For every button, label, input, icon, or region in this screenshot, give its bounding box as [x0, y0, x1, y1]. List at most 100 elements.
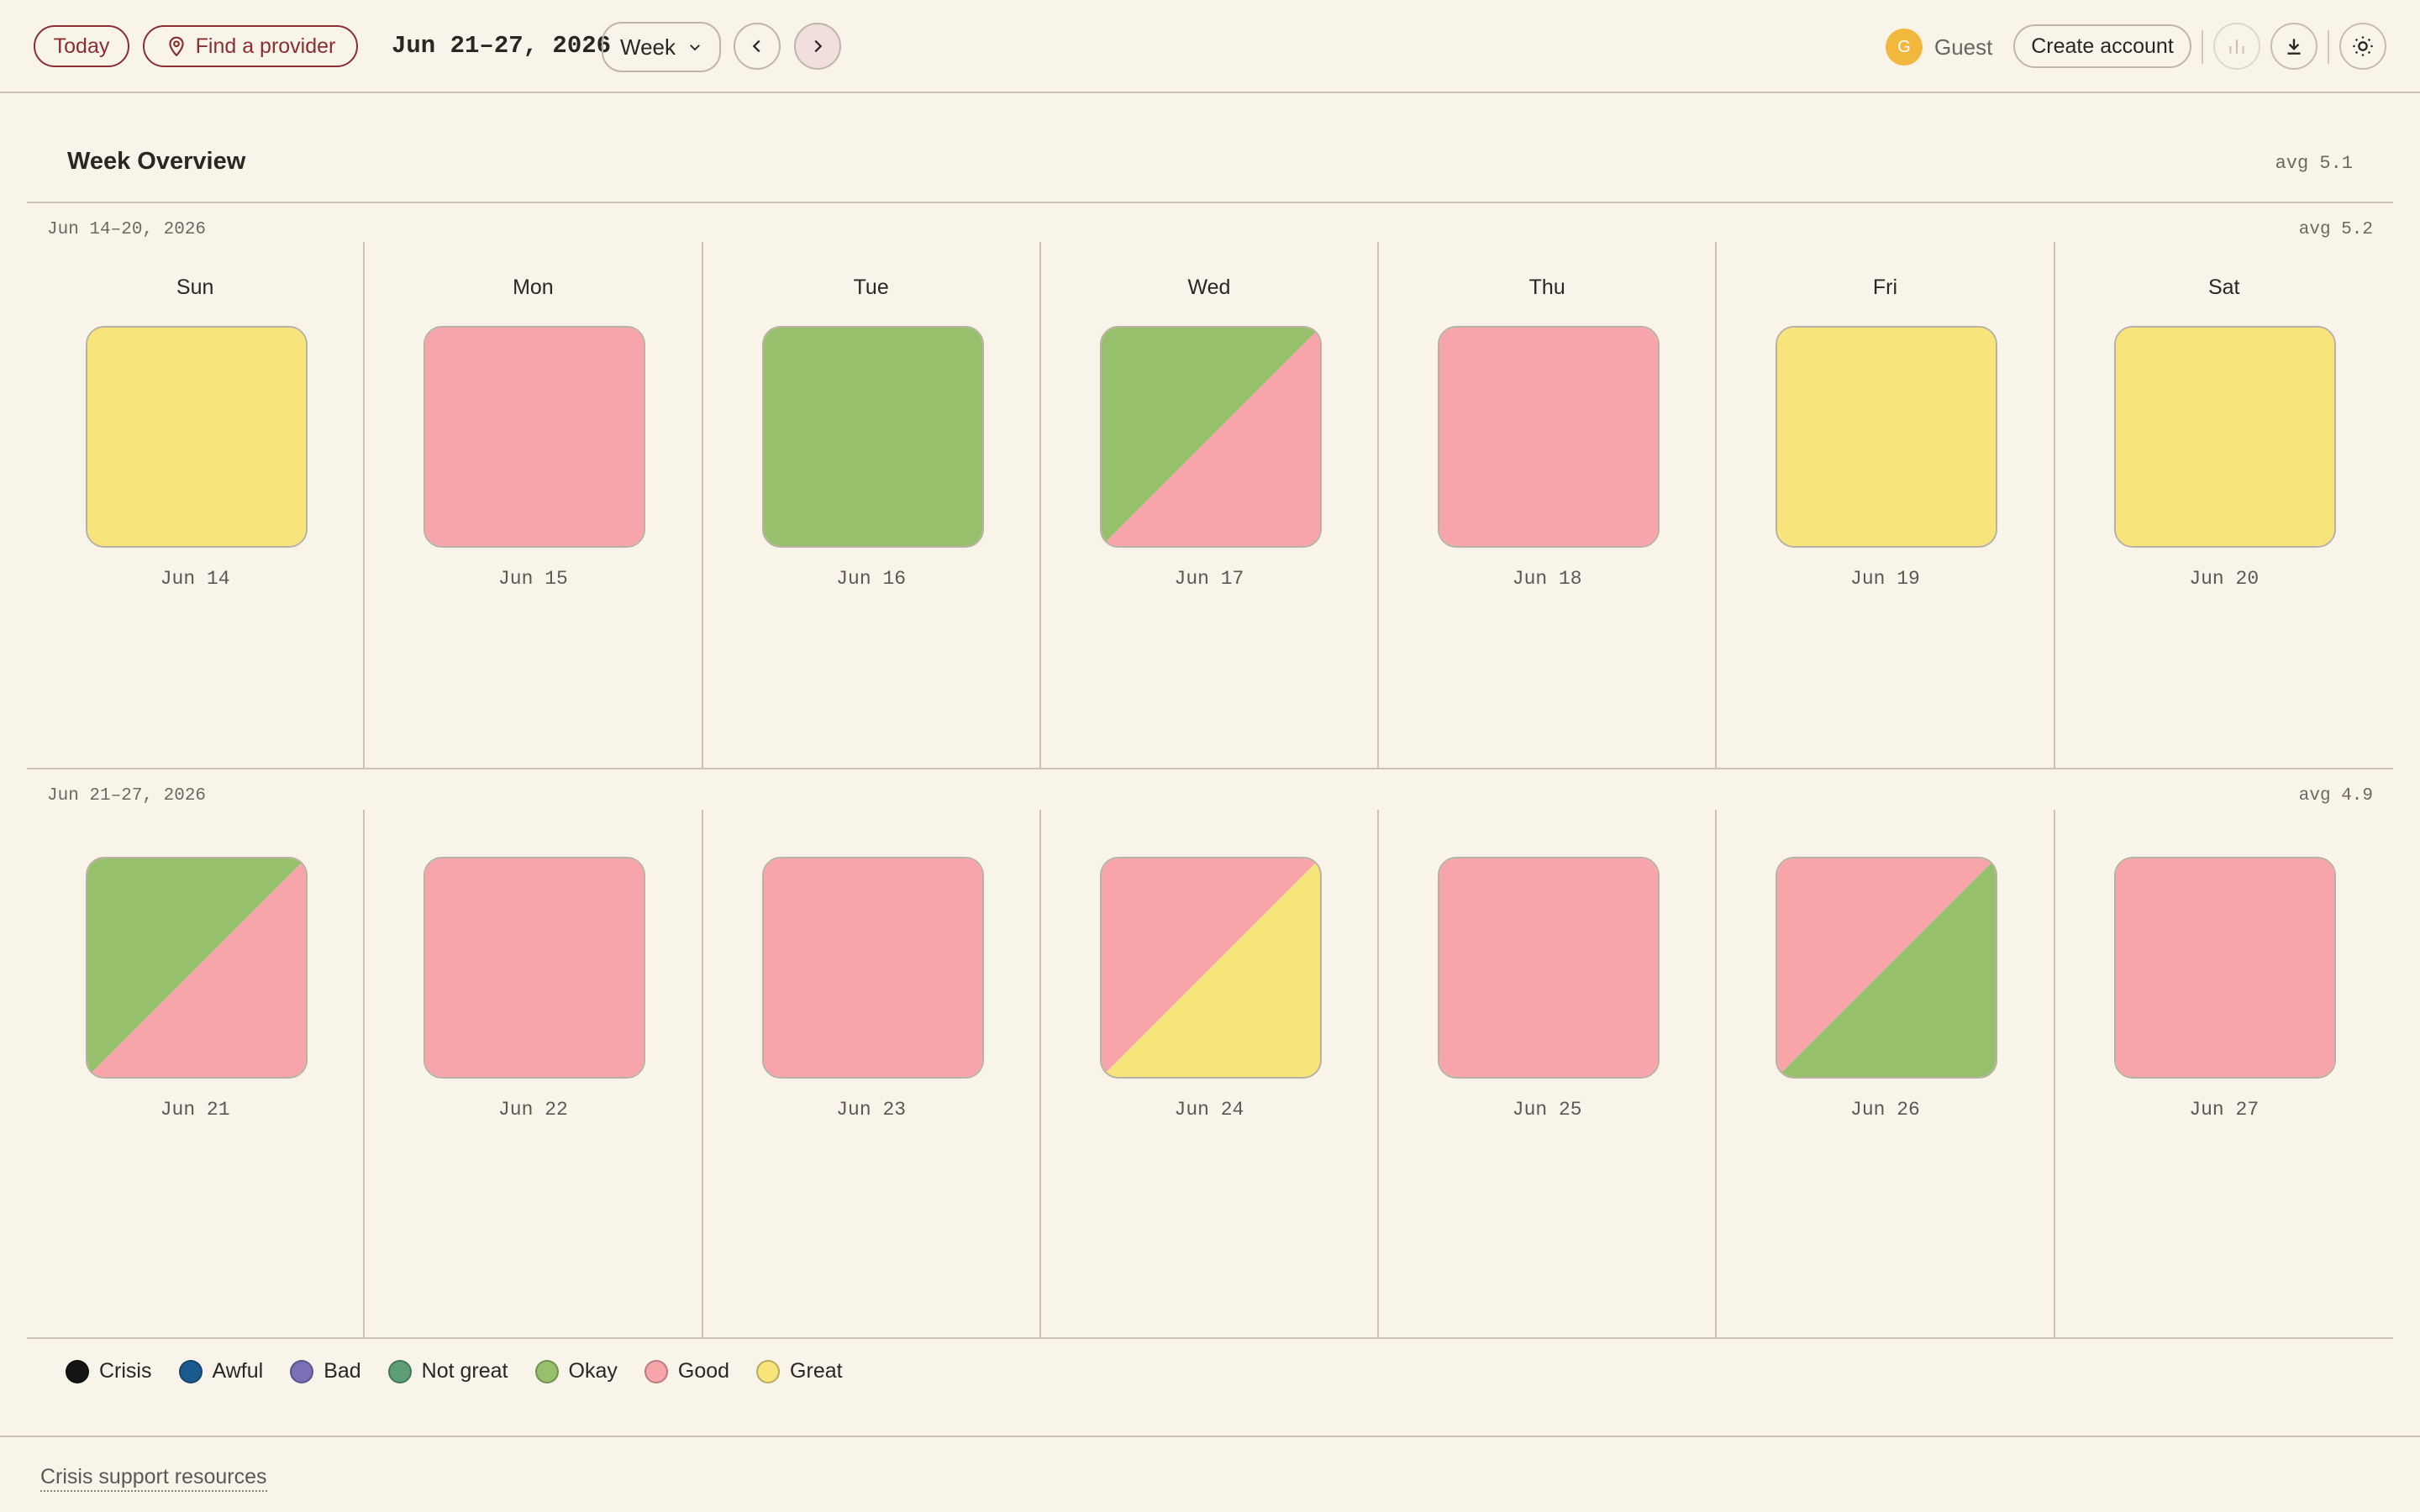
divider	[27, 768, 2393, 769]
legend-label: Bad	[324, 1359, 361, 1383]
day-date: Jun 21	[160, 1099, 230, 1121]
day-column: Jun 26	[1717, 810, 2055, 1337]
day-date: Jun 20	[2189, 568, 2260, 590]
legend-label: Awful	[212, 1359, 264, 1383]
mood-tile[interactable]	[1438, 326, 1660, 548]
chevron-left-icon	[752, 39, 760, 53]
day-column: Sat Jun 20	[2055, 242, 2393, 768]
location-pin-icon	[168, 36, 184, 57]
mood-fill	[763, 858, 982, 1077]
week-label: Jun 21–27, 2026	[47, 786, 207, 806]
mood-tile[interactable]	[761, 326, 984, 548]
day-name: Mon	[513, 276, 554, 299]
footer-divider	[0, 1436, 2420, 1437]
toolbar-divider	[2328, 30, 2329, 64]
mood-fill	[1777, 328, 1996, 546]
mood-fill-second	[1101, 328, 1320, 546]
sun-icon	[2353, 36, 2373, 56]
day-column: Wed Jun 17	[1041, 242, 1380, 768]
mood-tile[interactable]	[2113, 857, 2336, 1079]
mood-fill	[425, 858, 644, 1077]
divider	[27, 202, 2393, 203]
day-column: Fri Jun 19	[1717, 242, 2055, 768]
day-column: Jun 23	[703, 810, 1041, 1337]
day-column: Mon Jun 15	[365, 242, 703, 768]
day-date: Jun 23	[836, 1099, 907, 1121]
mood-fill	[425, 328, 644, 546]
day-date: Jun 14	[160, 568, 230, 590]
day-column: Thu Jun 18	[1379, 242, 1718, 768]
mood-legend: Crisis Awful Bad Not great Okay Good Great	[66, 1359, 870, 1383]
view-select[interactable]: Week	[602, 22, 721, 72]
legend-swatch	[387, 1359, 412, 1383]
week-row: Jun 14–20, 2026 avg 5.2 Sun Jun 14 Mon Jun …	[27, 203, 2393, 768]
previous-week-button[interactable]	[734, 23, 781, 70]
legend-label: Not great	[421, 1359, 508, 1383]
day-date: Jun 26	[1850, 1099, 1920, 1121]
create-account-button[interactable]: Create account	[2013, 24, 2191, 68]
legend-swatch	[290, 1359, 314, 1383]
page-title: Week Overview	[67, 148, 246, 175]
legend-label: Good	[677, 1359, 730, 1383]
overall-average: avg 5.1	[2275, 153, 2353, 174]
current-date-range: Jun 21–27, 2026	[392, 32, 612, 60]
legend-item: Awful	[178, 1359, 264, 1383]
mood-tile[interactable]	[1438, 857, 1660, 1079]
day-date: Jun 25	[1512, 1099, 1582, 1121]
download-icon	[2287, 39, 2301, 55]
crisis-support-link[interactable]: Crisis support resources	[40, 1465, 267, 1492]
stats-button[interactable]	[2213, 23, 2260, 70]
day-name: Sun	[176, 276, 214, 299]
day-name: Wed	[1187, 276, 1231, 299]
mood-tile[interactable]	[1776, 857, 1998, 1079]
day-date: Jun 17	[1174, 568, 1244, 590]
mood-tile[interactable]	[86, 326, 308, 548]
theme-toggle-button[interactable]	[2339, 23, 2386, 70]
mood-tile[interactable]	[86, 857, 308, 1079]
mood-tile[interactable]	[1099, 857, 1322, 1079]
mood-fill	[87, 328, 306, 546]
day-date: Jun 19	[1850, 568, 1920, 590]
bar-chart-icon	[2229, 39, 2244, 54]
legend-swatch	[644, 1359, 668, 1383]
day-column: Sun Jun 14	[27, 242, 366, 768]
mood-tile[interactable]	[424, 326, 646, 548]
mood-tile[interactable]	[424, 857, 646, 1079]
next-week-button[interactable]	[794, 23, 841, 70]
day-name: Tue	[853, 276, 889, 299]
day-column: Jun 21	[27, 810, 366, 1337]
divider	[27, 1337, 2393, 1339]
day-date: Jun 18	[1512, 568, 1582, 590]
legend-swatch	[534, 1359, 559, 1383]
mood-tile[interactable]	[2113, 326, 2336, 548]
day-column: Jun 22	[365, 810, 703, 1337]
legend-label: Great	[790, 1359, 843, 1383]
mood-tile[interactable]	[761, 857, 984, 1079]
find-provider-button[interactable]: Find a provider	[143, 25, 358, 67]
mood-tile[interactable]	[1099, 326, 1322, 548]
legend-label: Crisis	[99, 1359, 152, 1383]
day-date: Jun 27	[2189, 1099, 2260, 1121]
user-avatar[interactable]: G	[1886, 29, 1923, 66]
view-select-value: Week	[620, 34, 676, 60]
mood-fill-second	[87, 858, 306, 1077]
week-label: Jun 14–20, 2026	[47, 220, 207, 239]
legend-swatch	[756, 1359, 781, 1383]
day-name: Sat	[2207, 276, 2240, 299]
day-column: Jun 24	[1041, 810, 1380, 1337]
day-date: Jun 24	[1174, 1099, 1244, 1121]
toolbar-divider	[2202, 30, 2203, 64]
today-button[interactable]: Today	[34, 25, 129, 67]
week-row: Jun 21–27, 2026 avg 4.9 Jun 21 Jun 22 Jun …	[27, 769, 2393, 1337]
legend-swatch	[66, 1359, 89, 1383]
day-date: Jun 15	[497, 568, 568, 590]
legend-item: Bad	[290, 1359, 361, 1383]
week-average: avg 4.9	[2298, 786, 2373, 806]
legend-swatch	[178, 1359, 203, 1383]
day-date: Jun 22	[497, 1099, 568, 1121]
mood-fill	[1439, 328, 1659, 546]
day-column: Jun 27	[2055, 810, 2393, 1337]
download-button[interactable]	[2270, 23, 2317, 70]
mood-fill-second	[1777, 858, 1996, 1077]
mood-tile[interactable]	[1776, 326, 1998, 548]
